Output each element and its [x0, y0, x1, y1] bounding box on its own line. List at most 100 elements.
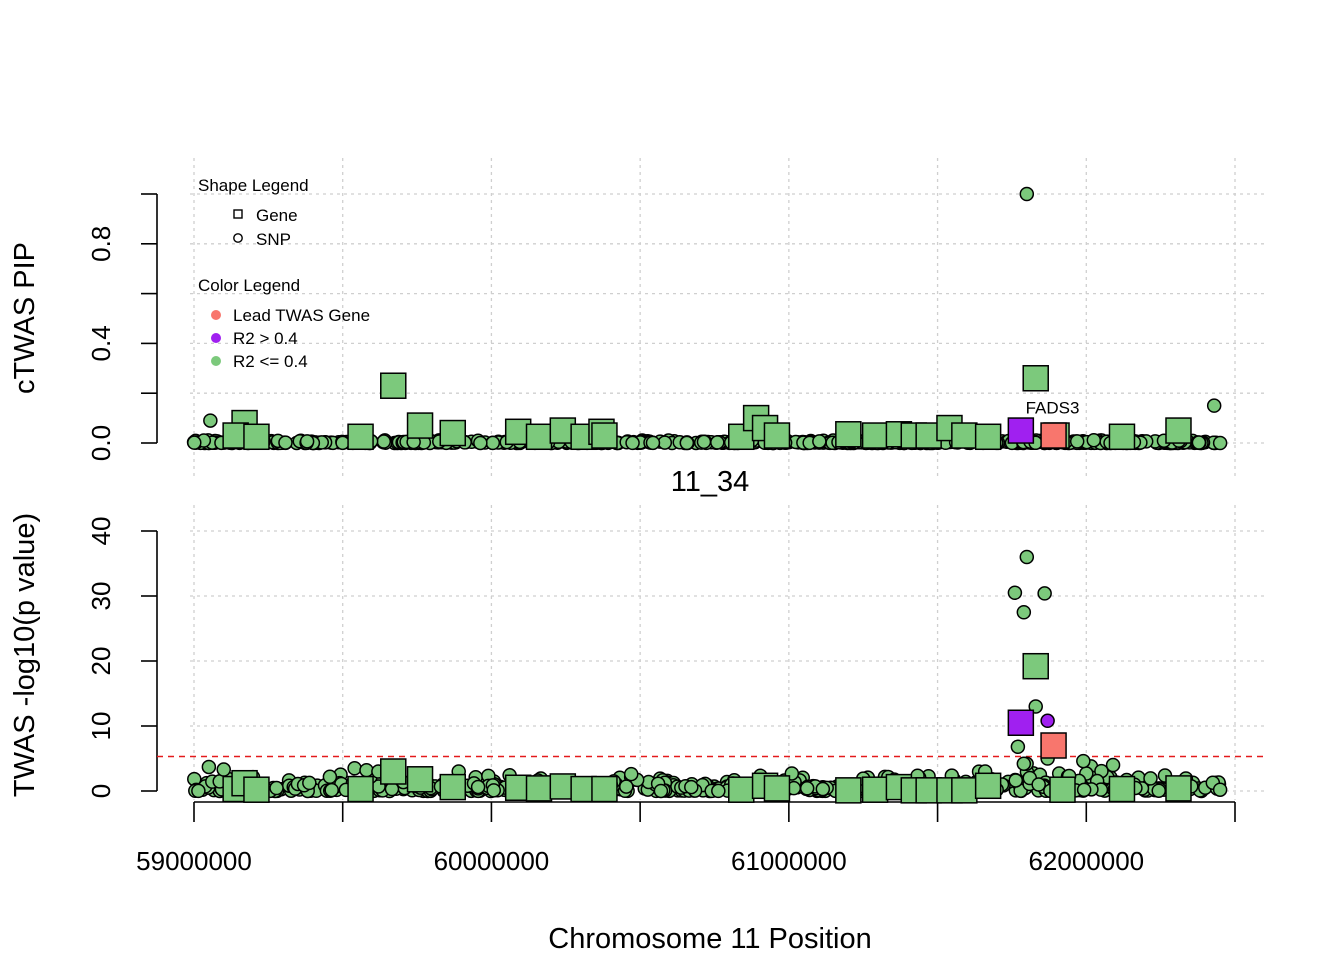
- snp-point: [657, 435, 673, 450]
- gene-square: [439, 419, 467, 447]
- snp-point: [324, 782, 339, 798]
- legend-gene-label: Gene: [256, 206, 298, 225]
- gene-square: [835, 421, 862, 448]
- twas-y-axis-title: TWAS -log10(p value): [9, 513, 41, 797]
- pip-panel: 0.0 0.4 0.8 FADS3 cTWAS PIP Shape Legend G…: [9, 158, 1265, 478]
- pip-marks: [203, 186, 1228, 451]
- legend-snp-label: SNP: [256, 230, 291, 249]
- gene-square: [380, 372, 407, 399]
- gene-square: [380, 758, 407, 785]
- snp-point: [1019, 549, 1035, 565]
- y-tick-label: 0: [86, 784, 116, 798]
- pip-y-axis-title: cTWAS PIP: [9, 242, 41, 394]
- snp-point: [473, 435, 488, 451]
- gene-square: [835, 777, 862, 804]
- snp-point: [1143, 771, 1158, 786]
- snp-point: [1007, 585, 1023, 600]
- snp-point: [679, 435, 695, 451]
- gene-square: [974, 772, 1002, 800]
- y-tick-label: 0.0: [86, 425, 116, 461]
- y-tick-label: 0.4: [86, 325, 116, 361]
- snp-point: [359, 762, 374, 778]
- snp-point: [1076, 753, 1091, 769]
- gene-square: [1022, 652, 1049, 680]
- gene-square: [974, 423, 1002, 451]
- legend-high-r2-label: R2 > 0.4: [233, 329, 298, 348]
- x-tick-label: 62000000: [1028, 846, 1144, 876]
- y-tick-label: 20: [86, 647, 116, 676]
- snp-point: [1016, 605, 1032, 620]
- region-title: 11_34: [671, 466, 750, 498]
- twas-y-axis: 0 10 20 30 40: [86, 517, 158, 798]
- snp-point: [485, 435, 501, 451]
- gene-square: [525, 423, 553, 451]
- snp-point: [619, 779, 634, 794]
- snp-point: [486, 783, 501, 798]
- snp-point: [1010, 739, 1026, 755]
- snp-point: [299, 434, 315, 449]
- twas-panel: 0 10 20 30 40 59000000 60000000 61000000 620000…: [9, 505, 1265, 955]
- twas-grid: [190, 505, 1265, 800]
- gene-square: [1022, 365, 1049, 392]
- x-tick-label: 60000000: [434, 846, 550, 876]
- snp-point: [1031, 777, 1046, 792]
- snp-point: [696, 434, 712, 450]
- gene-square: [591, 422, 618, 449]
- gene-square: [861, 422, 889, 449]
- shape-legend-title: Shape Legend: [198, 176, 309, 195]
- snp-point: [201, 759, 217, 775]
- snp-point: [1151, 783, 1167, 798]
- legend-lead-dot: [211, 310, 221, 320]
- snp-point: [645, 435, 661, 451]
- snp-point: [1008, 773, 1024, 788]
- snp-point: [1040, 713, 1055, 729]
- snp-point: [625, 435, 640, 451]
- snp-point: [710, 435, 725, 450]
- snp-point: [684, 779, 699, 795]
- legend-gene-square: [233, 209, 243, 219]
- snp-point: [278, 435, 293, 450]
- snp-point: [376, 434, 392, 449]
- snp-point: [335, 435, 350, 451]
- gene-square: [1040, 732, 1067, 759]
- gene-square: [439, 773, 467, 801]
- gene-square: [951, 422, 978, 449]
- legend-lead-label: Lead TWAS Gene: [233, 306, 370, 325]
- snp-point: [302, 775, 317, 791]
- gene-square: [1108, 775, 1136, 803]
- snp-point: [815, 781, 831, 797]
- gene-square: [728, 776, 755, 803]
- snp-point: [711, 783, 726, 799]
- x-axis-title: Chromosome 11 Position: [548, 923, 871, 955]
- gene-square: [1007, 709, 1035, 736]
- gene-square: [861, 776, 889, 803]
- gene-square: [406, 766, 434, 793]
- y-tick-label: 0.8: [86, 226, 116, 262]
- snp-point: [1076, 782, 1092, 798]
- gene-square: [525, 775, 553, 802]
- gene-square: [951, 777, 978, 804]
- snp-point: [322, 769, 338, 785]
- gene-square: [1049, 776, 1076, 803]
- gene-square: [347, 775, 374, 803]
- gene-square: [1108, 423, 1136, 451]
- y-tick-label: 40: [86, 517, 116, 546]
- snp-point: [470, 779, 486, 795]
- gene-square: [406, 412, 434, 439]
- gene-square: [1165, 775, 1192, 802]
- snp-point: [203, 413, 218, 428]
- gene-square: [1165, 417, 1192, 444]
- snp-point: [1086, 432, 1102, 448]
- pip-y-axis: 0.0 0.4 0.8: [86, 193, 158, 461]
- snp-point: [1206, 398, 1222, 413]
- x-tick-label: 59000000: [136, 846, 252, 876]
- snp-point: [187, 435, 202, 450]
- snp-point: [1037, 586, 1052, 601]
- gene-square: [243, 776, 270, 803]
- legend: Shape Legend Gene SNP Color Legend Lead …: [198, 176, 370, 371]
- snp-point: [1212, 435, 1228, 451]
- snp-point: [799, 781, 815, 796]
- y-tick-label: 30: [86, 582, 116, 611]
- snp-point: [1212, 782, 1228, 797]
